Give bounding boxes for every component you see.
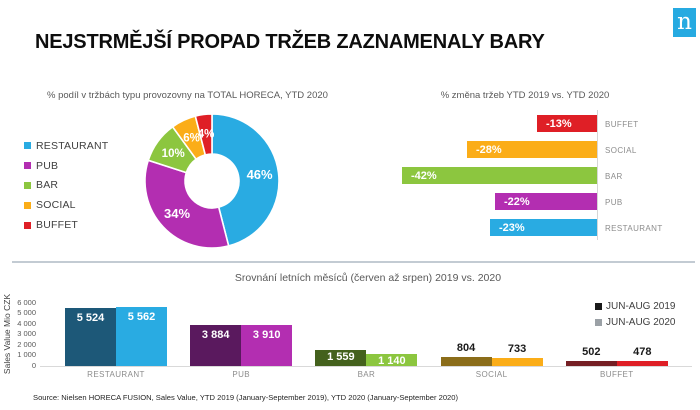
change-bar-restaurant: -23% (490, 219, 597, 236)
bar-value-label: 3 884 (201, 329, 230, 341)
bar-buffet-2020 (616, 361, 668, 366)
bar-social-2019 (440, 357, 492, 366)
change-value-label: -23% (499, 221, 525, 234)
donut-legend-item-bar: BAR (24, 176, 108, 196)
legend-label-2019: JUN-AUG 2019 (606, 301, 676, 312)
bar-value-label: 1 140 (378, 355, 406, 367)
legend-label: BUFFET (36, 219, 79, 232)
donut-legend-item-social: SOCIAL (24, 195, 108, 215)
bar-buffet-2019 (565, 361, 617, 366)
donut-value-label: 46% (247, 167, 273, 182)
legend-swatch-2020-icon (595, 319, 602, 326)
bar-value-label: 804 (456, 342, 476, 354)
y-tick-label: 1 000 (17, 350, 36, 360)
y-tick-label: 0 (31, 361, 36, 370)
bar-category-label: PUB (232, 370, 251, 379)
bar-bar-2019 (315, 350, 367, 366)
legend-swatch-2019-icon (595, 303, 602, 310)
donut-legend-item-pub: PUB (24, 156, 108, 176)
page-title: NEJSTRMĚJŠÍ PROPAD TRŽEB ZAZNAMENALY BAR… (35, 31, 545, 53)
summer-chart-title: Srovnání letních měsíců (červen až srpen… (234, 272, 502, 284)
bar-value-label: 478 (633, 346, 652, 358)
legend-item-2019: JUN-AUG 2019 (595, 301, 675, 312)
donut-chart: 46% 34% 10% 6%4% (144, 113, 280, 249)
legend-label: BAR (36, 179, 59, 192)
legend-swatch-icon (24, 201, 31, 209)
bar-value-label: 3 910 (252, 329, 281, 341)
y-tick-label: 6 000 (17, 297, 36, 307)
donut-legend: RESTAURANT PUB BAR SOCIAL BUFFET (24, 136, 108, 235)
change-value-label: -22% (504, 195, 530, 208)
change-bar-buffet: -13% (537, 115, 597, 132)
section-divider (12, 261, 695, 263)
nielsen-logo-icon: n (673, 8, 696, 37)
donut-legend-item-restaurant: RESTAURANT (24, 136, 108, 156)
legend-label: SOCIAL (36, 199, 76, 212)
change-category-label: BUFFET (605, 119, 639, 129)
y-tick-label: 4 000 (17, 318, 36, 328)
bar-value-label: 502 (582, 346, 601, 358)
legend-swatch-icon (24, 142, 31, 150)
bar-category-label: BUFFET (600, 370, 634, 379)
change-category-label: RESTAURANT (605, 223, 663, 233)
legend-item-2020: JUN-AUG 2020 (595, 317, 675, 328)
change-category-label: BAR (605, 171, 623, 181)
y-tick-label: 2 000 (17, 339, 36, 349)
legend-label-2020: JUN-AUG 2020 (606, 317, 676, 328)
bar-category-label: BAR (357, 370, 376, 379)
bar-category-label: RESTAURANT (87, 370, 145, 379)
donut-slice-pub (144, 159, 230, 249)
legend-label: PUB (36, 159, 59, 172)
bar-social-2020 (491, 358, 543, 366)
donut-value-label: 4% (198, 128, 215, 140)
share-chart-title: % podíl v tržbách typu provozovny na TOT… (47, 90, 328, 101)
change-chart-baseline (597, 110, 598, 240)
bar-bar-2020 (366, 354, 418, 366)
source-note: Source: Nielsen HORECA FUSION, Sales Val… (33, 393, 459, 402)
change-bar-social: -28% (467, 141, 597, 158)
bar-value-label: 733 (507, 343, 527, 355)
change-category-label: PUB (605, 197, 623, 207)
legend-swatch-icon (24, 181, 31, 189)
legend-label: RESTAURANT (36, 139, 109, 152)
change-bar-bar: -42% (402, 167, 597, 184)
bar-value-label: 5 524 (76, 312, 105, 324)
donut-value-label: 34% (164, 206, 190, 221)
donut-slice-restaurant (211, 113, 280, 247)
x-axis-line (40, 366, 692, 367)
y-tick-label: 5 000 (17, 308, 36, 318)
y-tick-label: 3 000 (17, 329, 36, 339)
change-category-label: SOCIAL (605, 145, 637, 155)
change-value-label: -13% (546, 117, 572, 130)
donut-value-label: 10% (162, 148, 185, 160)
bar-value-label: 1 559 (327, 351, 355, 363)
donut-slice-buffet (194, 113, 213, 156)
donut-value-label: 6% (183, 133, 200, 145)
change-chart-title: % změna tržeb YTD 2019 vs. YTD 2020 (440, 90, 610, 101)
bar-category-label: SOCIAL (475, 370, 508, 379)
legend-swatch-icon (24, 221, 31, 229)
change-value-label: -28% (476, 143, 502, 156)
legend-swatch-icon (24, 162, 31, 170)
bar-pub-2020 (241, 325, 293, 366)
bar-pub-2019 (190, 325, 242, 366)
change-value-label: -42% (411, 169, 437, 182)
bar-restaurant-2020 (116, 307, 167, 366)
bar-restaurant-2019 (65, 308, 116, 366)
change-bar-pub: -22% (495, 193, 597, 210)
donut-legend-item-buffet: BUFFET (24, 215, 108, 235)
bar-value-label: 5 562 (127, 311, 156, 323)
